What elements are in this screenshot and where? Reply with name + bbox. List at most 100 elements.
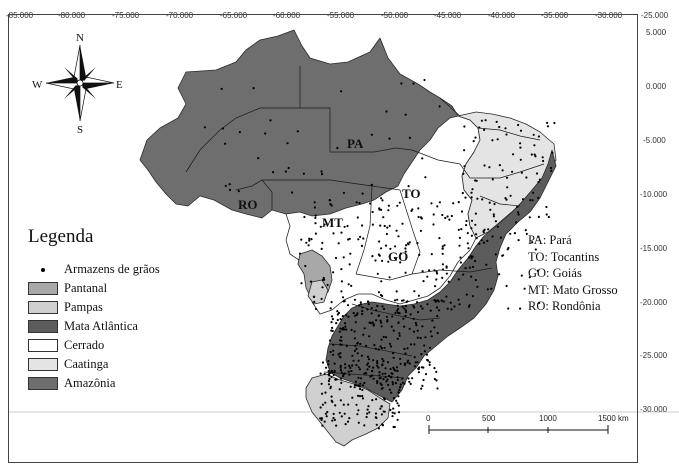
grain-storage-point (307, 244, 310, 247)
grain-storage-point (429, 330, 432, 333)
grain-storage-point (382, 410, 385, 413)
grain-storage-point (391, 381, 394, 384)
grain-storage-point (349, 252, 352, 255)
grain-storage-point (513, 232, 517, 235)
grain-storage-point (354, 380, 357, 383)
grain-storage-point (376, 360, 379, 363)
legend-item-pampas: Pampas (28, 298, 228, 317)
compass-east-label: E (116, 79, 123, 91)
grain-storage-point (392, 366, 395, 369)
grain-storage-point (371, 223, 374, 226)
grain-storage-point (486, 288, 489, 291)
grain-storage-point (351, 354, 354, 357)
state-label-to: TO (402, 186, 421, 201)
grain-storage-point (446, 215, 449, 218)
grain-storage-point (416, 242, 419, 245)
grain-storage-point (339, 366, 342, 369)
grain-storage-point (376, 381, 379, 384)
grain-storage-point (408, 136, 411, 139)
grain-storage-point (395, 399, 398, 402)
grain-storage-point (344, 363, 347, 366)
grain-storage-point (474, 179, 477, 182)
grain-storage-point (450, 308, 453, 311)
grain-storage-point (336, 310, 339, 313)
grain-storage-point (326, 283, 329, 287)
grain-storage-point (470, 257, 473, 260)
grain-storage-point (384, 372, 387, 375)
grain-storage-point (353, 349, 356, 352)
abbr-item: GO: Goiás (528, 266, 582, 281)
grain-storage-point (347, 315, 350, 318)
legend-swatch (28, 377, 58, 390)
grain-storage-point (399, 386, 402, 389)
grain-storage-point (336, 318, 339, 322)
grain-storage-point (525, 176, 528, 179)
grain-storage-point (361, 310, 364, 313)
grain-storage-point (320, 170, 323, 173)
grain-storage-point (413, 343, 416, 346)
grain-storage-point (395, 366, 399, 369)
grain-storage-point (413, 356, 416, 359)
grain-storage-point (291, 191, 294, 194)
grain-storage-point (365, 415, 368, 419)
grain-storage-point (507, 307, 510, 310)
grain-storage-point (371, 369, 374, 372)
grain-storage-point (458, 236, 461, 239)
grain-storage-point (385, 110, 388, 113)
grain-storage-point (394, 245, 397, 248)
grain-storage-point (350, 328, 353, 331)
grain-storage-point (458, 303, 461, 306)
grain-storage-point (429, 346, 432, 349)
grain-storage-point (342, 300, 345, 303)
grain-storage-point (475, 233, 478, 236)
legend-label: Armazens de grãos (64, 262, 160, 276)
grain-storage-point (505, 133, 508, 136)
grain-storage-point (367, 405, 370, 408)
grain-storage-point (478, 242, 481, 245)
grain-storage-point (404, 113, 407, 116)
legend-swatch (28, 320, 58, 333)
grain-storage-point (432, 223, 435, 226)
grain-storage-point (396, 369, 399, 372)
grain-storage-point (417, 207, 420, 210)
grain-storage-point (438, 201, 441, 204)
legend-label: Mata Atlântica (64, 319, 138, 333)
grain-storage-point (368, 411, 371, 414)
grain-storage-point (436, 331, 439, 335)
grain-storage-point (314, 214, 317, 217)
grain-storage-point (441, 252, 444, 255)
grain-storage-point (433, 326, 436, 329)
grain-storage-point (395, 290, 398, 293)
compass-south-label: S (77, 124, 83, 136)
grain-storage-point (482, 230, 485, 233)
grain-storage-point (361, 384, 364, 387)
grain-storage-point (224, 142, 227, 145)
grain-storage-point (327, 379, 330, 383)
grain-storage-point (308, 237, 311, 240)
grain-storage-point (443, 244, 446, 247)
grain-storage-point (519, 142, 522, 145)
grain-storage-point (376, 272, 379, 275)
grain-storage-point (435, 379, 438, 382)
grain-storage-point (356, 216, 359, 219)
legend-item-points: Armazens de grãos (28, 260, 228, 279)
grain-storage-point (396, 337, 399, 340)
grain-storage-point (499, 236, 502, 239)
grain-storage-point (343, 412, 346, 415)
grain-storage-point (327, 383, 331, 386)
grain-storage-point (461, 191, 464, 195)
grain-storage-point (428, 363, 431, 366)
grain-storage-point (375, 398, 378, 401)
grain-storage-point (519, 146, 522, 149)
grain-storage-point (474, 223, 477, 226)
grain-storage-point (330, 321, 333, 324)
lat-label: 0.000 (646, 82, 667, 91)
grain-storage-point (396, 309, 399, 312)
grain-storage-point (476, 197, 479, 200)
grain-storage-point (441, 276, 444, 279)
grain-storage-point (257, 157, 260, 160)
grain-storage-point (414, 321, 417, 325)
grain-storage-point (269, 119, 272, 122)
grain-storage-point (399, 362, 402, 365)
grain-storage-point (323, 420, 326, 423)
